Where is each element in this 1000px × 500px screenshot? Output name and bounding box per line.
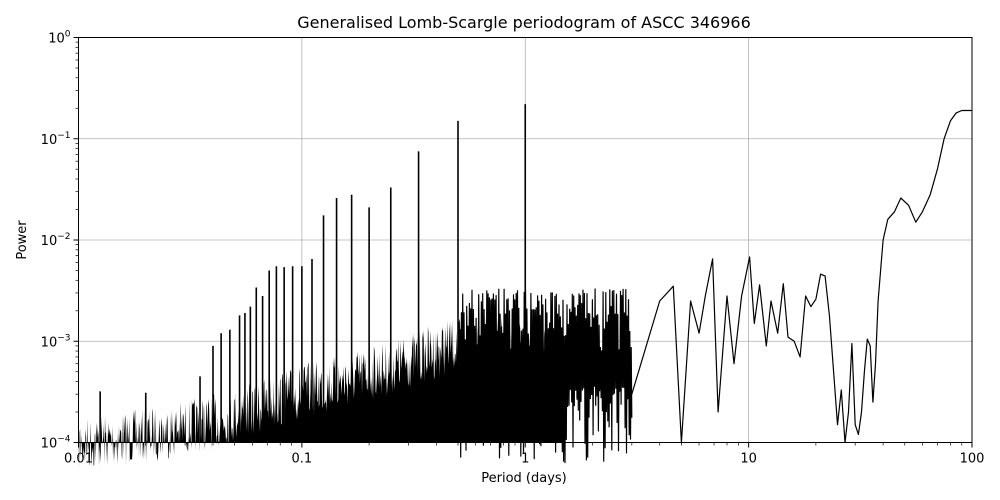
x-tick-label: 0.1 [292,452,313,467]
x-tick-label: 0.01 [64,452,93,467]
chart-title: Generalised Lomb-Scargle periodogram of … [297,13,751,32]
y-tick-label: 10−3 [41,333,71,350]
y-tick-label: 10−1 [41,131,71,148]
plot-area [78,104,972,468]
x-axis: 0.01 0.1 1 10 100 [64,442,985,467]
x-tick-label: 1 [521,452,529,467]
x-tick-label: 100 [960,452,985,467]
x-tick-label: 10 [740,452,757,467]
x-axis-label: Period (days) [481,471,567,486]
y-tick-label: 100 [48,30,71,47]
y-axis: 100 10−1 10−2 10−3 10−4 [41,30,79,452]
long-period-curve [631,109,972,444]
plot-frame [78,37,973,443]
y-tick-label: 10−2 [41,232,71,249]
y-axis-label: Power [15,220,30,260]
y-tick-label: 10−4 [41,435,71,452]
short-period-oscillation [457,288,633,464]
